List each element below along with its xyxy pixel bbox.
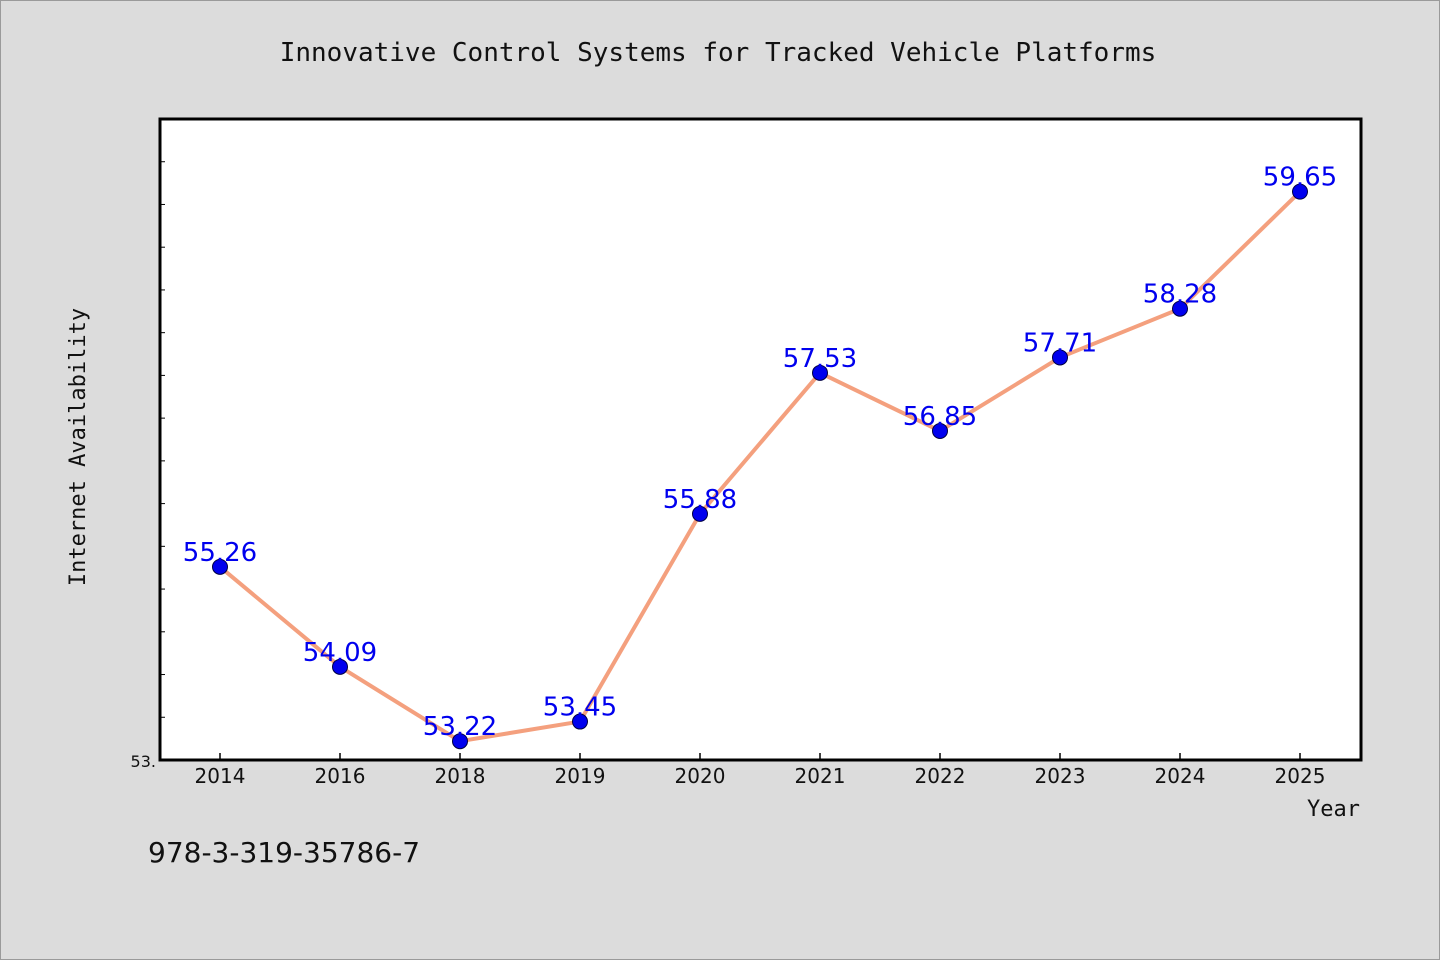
x-tick-label: 2025 — [1275, 764, 1326, 788]
x-tick-label: 2018 — [435, 764, 486, 788]
data-label: 56.85 — [903, 402, 977, 432]
y-axis-ticks — [160, 161, 165, 718]
data-label: 57.53 — [783, 344, 857, 374]
series-markers — [212, 183, 1308, 750]
x-tick-label: 2016 — [315, 764, 366, 788]
x-tick-label: 2022 — [915, 764, 966, 788]
data-label: 59.65 — [1263, 163, 1337, 193]
x-axis-tick-labels: 2014 2016 2018 2019 2020 2021 2022 2023 2024 2025 — [195, 764, 1326, 788]
x-axis-label: Year — [1307, 797, 1360, 822]
chart-title: Innovative Control Systems for Tracked V… — [280, 38, 1157, 68]
data-point — [212, 558, 228, 575]
data-point — [932, 422, 948, 439]
x-tick-label: 2024 — [1155, 764, 1206, 788]
data-label: 53.22 — [423, 712, 497, 742]
x-tick-label: 2014 — [195, 764, 246, 788]
y-tick-label: 53. — [131, 752, 156, 771]
isbn-text: 978-3-319-35786-7 — [148, 836, 420, 869]
x-tick-label: 2023 — [1035, 764, 1086, 788]
data-label: 58.28 — [1143, 280, 1217, 310]
data-label: 53.45 — [543, 693, 617, 723]
data-label: 57.71 — [1023, 328, 1097, 358]
data-point — [452, 733, 468, 750]
data-label: 55.88 — [663, 485, 737, 515]
data-point — [572, 713, 588, 730]
data-point — [1172, 300, 1188, 317]
plot-area — [158, 117, 1363, 762]
data-label: 55.26 — [183, 538, 257, 568]
y-axis-label: Internet Availability — [66, 308, 91, 586]
x-tick-label: 2020 — [675, 764, 726, 788]
data-point — [332, 658, 348, 675]
x-axis-ticks — [219, 753, 1301, 760]
data-point — [1292, 183, 1308, 200]
data-labels: 55.26 54.09 53.22 53.45 55.88 57.53 56.85 57.71… — [183, 163, 1337, 743]
x-tick-label: 2021 — [795, 764, 846, 788]
data-point — [812, 364, 828, 381]
data-label: 54.09 — [303, 638, 377, 668]
x-tick-label: 2019 — [555, 764, 606, 788]
data-point — [692, 505, 708, 522]
series-line — [218, 189, 1302, 744]
data-point — [1052, 349, 1068, 366]
